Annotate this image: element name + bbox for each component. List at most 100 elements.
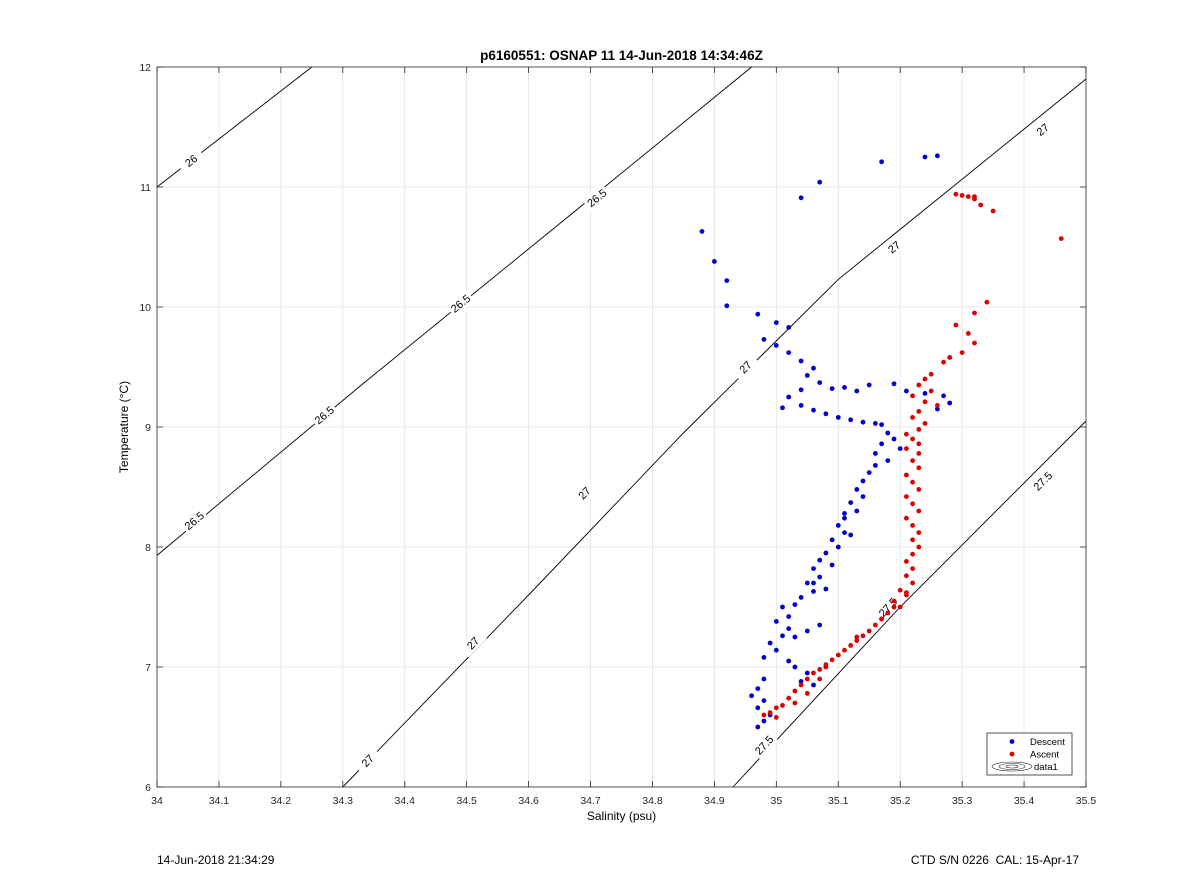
ascent-point (953, 322, 959, 328)
descent-point (804, 580, 810, 586)
contour-label-bg (179, 506, 209, 535)
ascent-point (916, 451, 922, 456)
descent-point (854, 388, 860, 394)
ascent-point (922, 376, 928, 382)
ascent-point (965, 331, 971, 336)
descent-point (904, 388, 909, 394)
contour-label: 26 (183, 153, 200, 170)
y-tick-label: 11 (140, 182, 151, 194)
ascent-point (916, 427, 922, 432)
descent-point (811, 589, 816, 594)
ascent-point (953, 191, 959, 197)
ascent-point (928, 371, 934, 377)
ascent-point (916, 508, 922, 514)
descent-point (829, 386, 835, 391)
descent-point (817, 179, 823, 185)
ascent-point (842, 647, 847, 653)
descent-point (823, 550, 829, 556)
descent-point (835, 415, 841, 420)
descent-point (842, 515, 847, 521)
x-tick-label: 35.1 (828, 795, 849, 807)
descent-point (873, 451, 878, 456)
descent-point (798, 387, 804, 393)
descent-point (798, 358, 804, 364)
ascent-point (904, 515, 909, 521)
descent-point (835, 544, 841, 550)
x-tick-label: 34.1 (209, 795, 230, 807)
ascent-point (972, 196, 977, 202)
ascent-point (761, 712, 767, 718)
descent-point (780, 405, 785, 411)
contour-label-bg (353, 746, 382, 775)
ascent-point (848, 643, 854, 648)
x-tick-label: 35 (770, 795, 782, 807)
footer-timestamp: 14-Jun-2018 21:34:29 (157, 853, 275, 867)
legend-data1-label: data1 (1034, 762, 1058, 773)
ascent-point (885, 610, 891, 616)
descent-point (773, 619, 779, 624)
ascent-point (817, 676, 823, 682)
descent-point (755, 724, 761, 730)
x-axis-label: Salinity (psu) (587, 809, 656, 823)
ascent-point (904, 472, 909, 478)
y-axis-label: Temperature (°C) (117, 381, 131, 473)
ascent-point (941, 359, 946, 365)
descent-point (761, 718, 767, 724)
ascent-point (767, 710, 773, 715)
x-tick-label: 35.3 (952, 795, 973, 807)
ascent-point (910, 580, 915, 586)
ts-diagram: 2626.526.526.526.527272727272727.527.527… (117, 48, 1096, 823)
ascent-point (904, 446, 909, 451)
descent-point (773, 343, 779, 348)
ascent-point (910, 551, 915, 557)
descent-point (798, 679, 804, 684)
ascent-point (910, 436, 915, 442)
ascent-point (904, 559, 909, 564)
ascent-point (891, 604, 897, 610)
x-tick-label: 34.3 (333, 795, 354, 807)
descent-point (935, 406, 940, 412)
contour-label-bg (445, 289, 475, 318)
descent-point (941, 393, 946, 399)
ascent-point (910, 458, 915, 463)
ascent-point (910, 415, 915, 420)
descent-point (935, 153, 940, 159)
ascent-point (984, 299, 990, 305)
descent-point (792, 664, 798, 670)
contour-label-bg (309, 401, 339, 429)
ascent-point (804, 691, 810, 696)
descent-point (817, 574, 823, 580)
ascent-point (835, 652, 841, 658)
y-tick-label: 8 (145, 542, 151, 554)
descent-point (860, 494, 866, 499)
contour-label-bg (176, 147, 206, 175)
x-tick-label: 34.2 (271, 795, 292, 807)
descent-point (873, 421, 878, 426)
ascent-point (910, 479, 915, 485)
descent-point (804, 670, 810, 676)
descent-point (773, 320, 779, 325)
axis-ticks: 34 34.1 34.2 34.3 34.4 34.5 34.6 34.7 34.8 34.9 35… (139, 62, 1096, 807)
descent-point (811, 566, 816, 571)
grid (157, 67, 1086, 787)
descent-point (786, 394, 792, 400)
ascent-point (910, 537, 915, 543)
x-tick-label: 34.5 (456, 795, 477, 807)
ascent-point (904, 431, 909, 437)
ascent-point (972, 310, 977, 316)
y-tick-label: 7 (145, 662, 151, 674)
descent-point (724, 303, 730, 309)
y-tick-label: 9 (145, 422, 151, 434)
contour-label-bg (879, 233, 909, 261)
x-tick-label: 34 (151, 795, 163, 807)
x-tick-label: 35.2 (890, 795, 911, 807)
ascent-point (817, 667, 823, 672)
descent-point (761, 655, 767, 660)
ascent-point (829, 657, 835, 663)
contour-label-bg (570, 478, 599, 508)
ascent-point (811, 670, 816, 676)
ascent-point (910, 501, 915, 507)
descent-point (922, 154, 928, 160)
contour-label-bg (582, 184, 612, 212)
descent-point (798, 403, 804, 408)
